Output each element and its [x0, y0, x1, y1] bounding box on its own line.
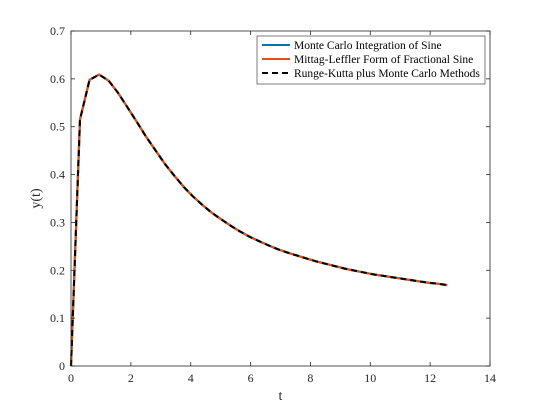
y-tick-label: 0.6: [50, 72, 65, 86]
y-tick-label: 0.5: [50, 120, 65, 134]
y-axis-label: y(t): [29, 188, 44, 209]
y-tick-label: 0.3: [50, 215, 65, 229]
legend-entry-3: Runge-Kutta plus Monte Carlo Methods: [294, 68, 480, 80]
plot-frame: [70, 30, 491, 367]
legend-entry-2: Mittag-Leffler Form of Fractional Sine: [294, 54, 473, 66]
series-line-3: [70, 73, 448, 367]
x-tick-label: 0: [68, 371, 74, 385]
legend-entry-1: Monte Carlo Integration of Sine: [294, 40, 442, 52]
x-tick-label: 8: [307, 371, 313, 385]
legend: Monte Carlo Integration of Sine Mittag-Le…: [256, 35, 486, 85]
y-tick-label: 0.1: [50, 311, 65, 325]
legend-box: [256, 35, 486, 85]
x-tick-label: 12: [424, 371, 436, 385]
x-tick-label: 10: [364, 371, 376, 385]
series-layer: [69, 73, 448, 367]
x-tick-label: 14: [484, 371, 496, 385]
x-tick-label: 2: [128, 371, 134, 385]
x-tick-label: 6: [248, 371, 254, 385]
x-axis-label: t: [279, 389, 283, 404]
x-tick-label: 4: [188, 371, 194, 385]
y-tick-label: 0.7: [50, 24, 65, 38]
y-tick-label: 0: [59, 359, 65, 373]
y-tick-label: 0.2: [50, 263, 65, 277]
y-tick-label: 0.4: [50, 168, 65, 182]
plot-area: [71, 31, 490, 366]
tick-layer: 0 2 4 6 8 10 12 14 0 0.1 0.2 0.3 0.4 0.5 0.6 0.7: [50, 24, 496, 385]
